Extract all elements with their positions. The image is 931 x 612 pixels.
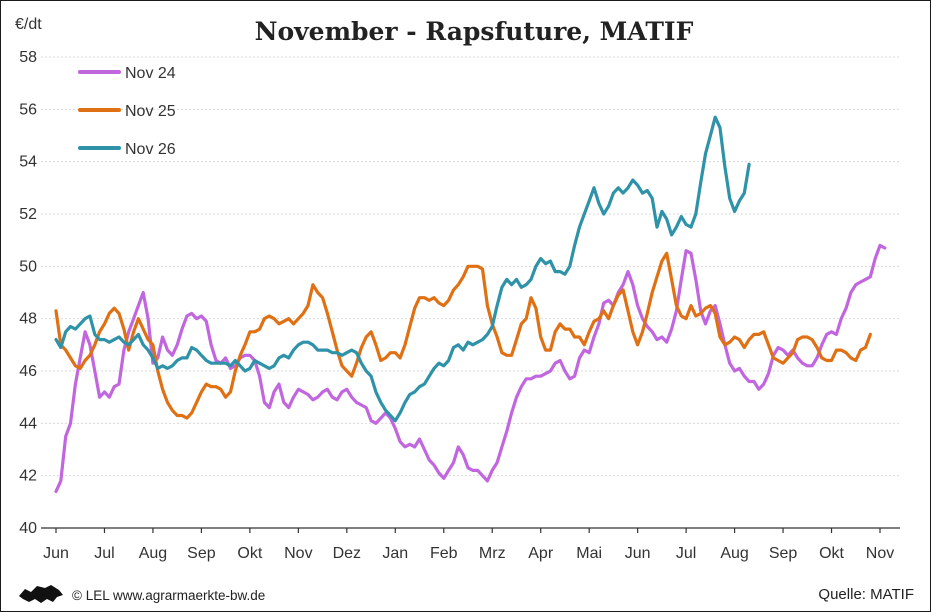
x-tick-label: Nov bbox=[284, 545, 312, 562]
legend-label: Nov 24 bbox=[125, 65, 176, 82]
y-axis-unit: €/dt bbox=[15, 16, 42, 33]
y-tick-label: 48 bbox=[19, 311, 37, 328]
x-tick-label: Jun bbox=[43, 545, 69, 562]
series-line-nov-26 bbox=[54, 115, 751, 423]
x-tick-label: Jun bbox=[625, 545, 651, 562]
x-tick-label: Nov bbox=[866, 545, 894, 562]
y-tick-label: 52 bbox=[19, 206, 37, 223]
legend: Nov 24 Nov 25 Nov 26 bbox=[78, 65, 176, 158]
x-tick-label: Feb bbox=[430, 545, 458, 562]
x-tick-label: Jan bbox=[382, 545, 408, 562]
chart-title: November - Rapsfuture, MATIF bbox=[255, 17, 694, 46]
y-tick-label: 58 bbox=[19, 49, 37, 66]
x-tick-label: Dez bbox=[333, 545, 361, 562]
y-tick-label: 54 bbox=[19, 154, 37, 171]
x-tick-label: Mrz bbox=[479, 545, 506, 562]
y-tick-label: 44 bbox=[19, 415, 37, 432]
source-label: Quelle: MATIF bbox=[818, 586, 914, 603]
y-tick-label: 40 bbox=[19, 520, 37, 537]
series-line-nov-24 bbox=[54, 243, 887, 493]
y-tick-label: 56 bbox=[19, 101, 37, 118]
footer-credit: © LEL www.agrarmaerkte-bw.de bbox=[72, 588, 265, 603]
legend-label: Nov 26 bbox=[125, 141, 176, 158]
x-tick-label: Mai bbox=[576, 545, 602, 562]
x-tick-label: Okt bbox=[237, 545, 262, 562]
series-line-nov-25 bbox=[54, 251, 872, 420]
legend-label: Nov 25 bbox=[125, 103, 176, 120]
x-tick-label: Jul bbox=[94, 545, 114, 562]
x-tick-label: Okt bbox=[819, 545, 844, 562]
series-layer bbox=[54, 115, 887, 493]
y-tick-label: 50 bbox=[19, 258, 37, 275]
x-tick-label: Aug bbox=[139, 545, 167, 562]
y-tick-label: 46 bbox=[19, 363, 37, 380]
x-tick-label: Sep bbox=[187, 545, 216, 562]
axis-layer: 40 42 44 46 48 50 52 54 56 58 Jun Jul Aug Sep Okt Nov De… bbox=[19, 49, 900, 562]
x-tick-label: Aug bbox=[720, 545, 748, 562]
x-tick-label: Jul bbox=[676, 545, 696, 562]
y-tick-label: 42 bbox=[19, 468, 37, 485]
x-tick-label: Apr bbox=[528, 545, 554, 562]
lion-logo-icon bbox=[19, 585, 63, 603]
x-tick-label: Sep bbox=[769, 545, 798, 562]
